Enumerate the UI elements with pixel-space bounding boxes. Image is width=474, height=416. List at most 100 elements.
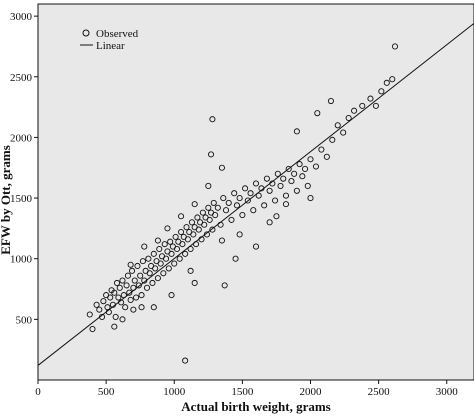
data-point (327, 97, 334, 105)
x-tick-label: 0 (35, 386, 41, 398)
data-point (93, 301, 100, 308)
data-point (139, 258, 146, 265)
data-point (205, 182, 212, 189)
data-point (187, 245, 194, 253)
data-point (301, 165, 309, 173)
data-point (178, 228, 185, 236)
data-point (318, 146, 325, 153)
y-tick-label: 3000 (10, 11, 33, 23)
data-point (291, 170, 298, 177)
data-point (273, 213, 280, 220)
data-point (282, 192, 290, 199)
data-point (176, 255, 183, 262)
data-point (165, 265, 172, 272)
data-point (96, 306, 103, 313)
data-point (222, 207, 230, 214)
data-point (225, 199, 232, 206)
data-point (127, 261, 134, 268)
data-point (329, 136, 336, 143)
data-point (277, 182, 284, 189)
x-tick-label: 2000 (300, 386, 323, 398)
data-point (367, 95, 374, 102)
data-point (334, 122, 341, 129)
data-point (182, 250, 189, 257)
data-point (191, 279, 198, 287)
y-axis: 500 1000 1500 2000 2500 3000 (10, 11, 38, 326)
data-point (182, 357, 189, 364)
data-point (274, 170, 281, 177)
data-point (372, 102, 379, 109)
y-tick-label: 2000 (10, 132, 33, 144)
data-point (172, 233, 179, 240)
x-tick-label: 1500 (231, 386, 254, 398)
data-point (119, 316, 126, 323)
data-point (143, 284, 151, 291)
data-point (207, 151, 215, 158)
data-point (128, 267, 136, 274)
data-point (126, 289, 133, 296)
data-point (137, 272, 144, 279)
data-point (389, 76, 396, 83)
data-point (171, 260, 178, 267)
data-point (263, 175, 270, 182)
x-tick-label: 2500 (368, 386, 391, 398)
data-point (122, 304, 129, 311)
data-point (285, 165, 292, 173)
data-point (156, 245, 163, 253)
data-point (160, 270, 167, 277)
data-point (116, 284, 123, 291)
legend-label-linear: Linear (96, 40, 125, 52)
data-point (178, 213, 185, 220)
data-point (280, 175, 287, 182)
data-point (195, 226, 202, 233)
data-point (307, 156, 314, 163)
data-point (378, 88, 385, 95)
data-point (272, 197, 279, 204)
data-point (191, 201, 198, 208)
data-point (149, 279, 156, 287)
data-point (266, 219, 273, 226)
data-point (188, 219, 196, 226)
data-point (168, 292, 175, 299)
data-point (127, 296, 134, 303)
data-point (124, 272, 131, 279)
data-point (167, 238, 174, 245)
data-point (113, 279, 121, 287)
data-point (255, 192, 262, 199)
data-point (231, 190, 238, 197)
data-point (205, 204, 212, 211)
data-point (163, 255, 170, 262)
data-point (228, 216, 235, 223)
data-point (266, 187, 273, 194)
data-point (383, 79, 390, 86)
linear-fit-line (37, 23, 474, 366)
data-point (146, 270, 153, 277)
data-point (239, 211, 246, 219)
data-point (86, 311, 93, 318)
data-point (111, 323, 118, 330)
data-point (214, 204, 221, 211)
data-point (154, 275, 161, 282)
data-point (184, 236, 191, 243)
data-point (157, 260, 164, 267)
data-point (261, 202, 268, 209)
x-tick-label: 1000 (163, 386, 186, 398)
x-tick-label: 500 (98, 386, 115, 398)
data-point (220, 195, 227, 202)
data-point (89, 326, 96, 333)
data-point (304, 182, 311, 189)
y-tick-label: 500 (16, 314, 33, 326)
x-tick-label: 3000 (436, 386, 459, 398)
data-point (123, 282, 130, 289)
data-point (150, 304, 157, 311)
data-point (212, 211, 219, 219)
data-point (345, 114, 352, 122)
data-point (119, 277, 126, 284)
data-point (299, 173, 306, 180)
data-point (296, 161, 303, 168)
data-point (138, 292, 145, 299)
y-axis-title: EFW by Ott, grams (0, 145, 13, 255)
data-point (242, 185, 249, 192)
data-point (190, 231, 197, 238)
x-axis-title: Actual birth weight, grams (181, 399, 331, 414)
